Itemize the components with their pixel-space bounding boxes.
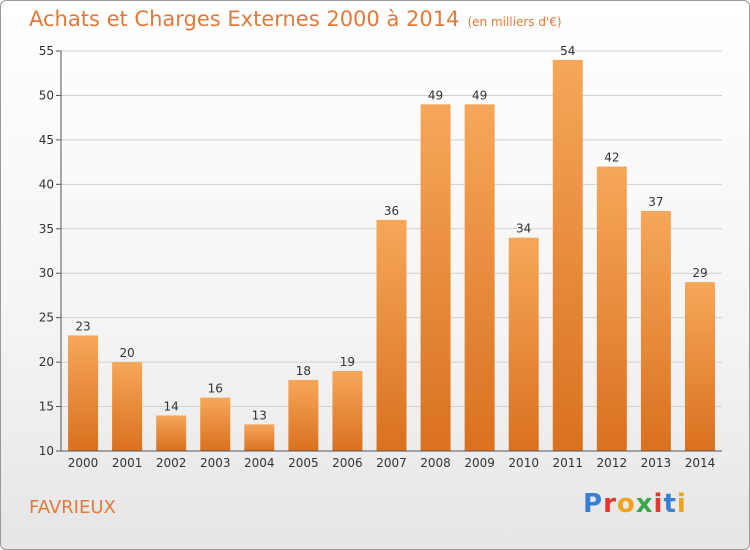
bar-2002 bbox=[156, 415, 187, 451]
x-tick-label: 2001 bbox=[112, 456, 143, 470]
data-label: 19 bbox=[340, 355, 355, 369]
x-tick-label: 2013 bbox=[641, 456, 672, 470]
x-tick-label: 2008 bbox=[420, 456, 451, 470]
bar-2012 bbox=[596, 166, 627, 452]
y-tick-label: 30 bbox=[39, 266, 54, 280]
bar-2010 bbox=[508, 237, 539, 451]
y-tick-label: 25 bbox=[39, 311, 54, 325]
data-label: 49 bbox=[472, 88, 487, 102]
data-label: 54 bbox=[560, 44, 575, 58]
x-tick-label: 2007 bbox=[376, 456, 407, 470]
data-label: 20 bbox=[119, 346, 134, 360]
data-label: 49 bbox=[428, 88, 443, 102]
data-label: 14 bbox=[164, 399, 179, 413]
x-axis: 2000 2001 2002 2003 2004 2005 2006 2007 2008 2009… bbox=[61, 450, 722, 470]
x-tick-label: 2014 bbox=[685, 456, 716, 470]
bars bbox=[68, 59, 715, 452]
y-tick-label: 40 bbox=[39, 177, 54, 191]
logo-letter: r bbox=[603, 489, 617, 519]
chart-title: Achats et Charges Externes 2000 à 2014 (e… bbox=[29, 7, 562, 31]
logo-letter: t bbox=[663, 489, 677, 519]
bar-2000 bbox=[68, 335, 99, 451]
y-axis: 10 15 20 25 30 35 40 45 50 55 bbox=[39, 44, 62, 458]
bar-2009 bbox=[464, 104, 495, 451]
x-tick-label: 2003 bbox=[200, 456, 231, 470]
title-text: Achats et Charges Externes 2000 à 2014 bbox=[29, 7, 460, 31]
logo-letter: P bbox=[583, 489, 604, 519]
x-tick-label: 2005 bbox=[288, 456, 319, 470]
y-tick-label: 45 bbox=[39, 133, 54, 147]
bar-2013 bbox=[640, 211, 671, 451]
commune-name: FAVRIEUX bbox=[29, 497, 116, 518]
bar-2008 bbox=[420, 104, 451, 451]
proxiti-logo[interactable]: Proxiti bbox=[583, 489, 687, 519]
bar-2005 bbox=[288, 379, 319, 451]
chart-subtitle: (en milliers d'€) bbox=[467, 15, 562, 29]
bar-2007 bbox=[376, 219, 407, 451]
logo-letter: o bbox=[616, 489, 636, 519]
data-labels: 23 20 14 16 13 18 19 36 49 49 34 54 42 37 29 bbox=[75, 44, 707, 422]
data-label: 29 bbox=[692, 266, 707, 280]
x-tick-label: 2012 bbox=[597, 456, 628, 470]
y-tick-label: 35 bbox=[39, 222, 54, 236]
y-tick-label: 20 bbox=[39, 355, 54, 369]
bar-2006 bbox=[332, 371, 363, 451]
logo-letter: i bbox=[676, 489, 687, 519]
y-tick-label: 55 bbox=[39, 44, 54, 58]
data-label: 23 bbox=[75, 319, 90, 333]
x-tick-label: 2002 bbox=[156, 456, 187, 470]
x-tick-label: 2010 bbox=[508, 456, 539, 470]
y-tick-label: 10 bbox=[39, 444, 54, 458]
data-label: 34 bbox=[516, 222, 531, 236]
x-tick-label: 2011 bbox=[552, 456, 583, 470]
x-tick-label: 2000 bbox=[68, 456, 99, 470]
data-label: 42 bbox=[604, 151, 619, 165]
bar-2014 bbox=[684, 282, 715, 451]
x-tick-label: 2006 bbox=[332, 456, 363, 470]
data-label: 37 bbox=[648, 195, 663, 209]
logo-letter: i bbox=[653, 489, 664, 519]
bar-2003 bbox=[200, 397, 231, 451]
logo-letter: x bbox=[635, 489, 654, 519]
bar-2001 bbox=[112, 362, 143, 451]
data-label: 13 bbox=[252, 408, 267, 422]
data-label: 18 bbox=[296, 364, 311, 378]
data-label: 16 bbox=[208, 382, 223, 396]
y-tick-label: 50 bbox=[39, 88, 54, 102]
y-tick-label: 15 bbox=[39, 400, 54, 414]
x-tick-label: 2004 bbox=[244, 456, 275, 470]
data-label: 36 bbox=[384, 204, 399, 218]
x-tick-label: 2009 bbox=[464, 456, 495, 470]
bar-2011 bbox=[552, 59, 583, 452]
bar-2004 bbox=[244, 424, 275, 451]
